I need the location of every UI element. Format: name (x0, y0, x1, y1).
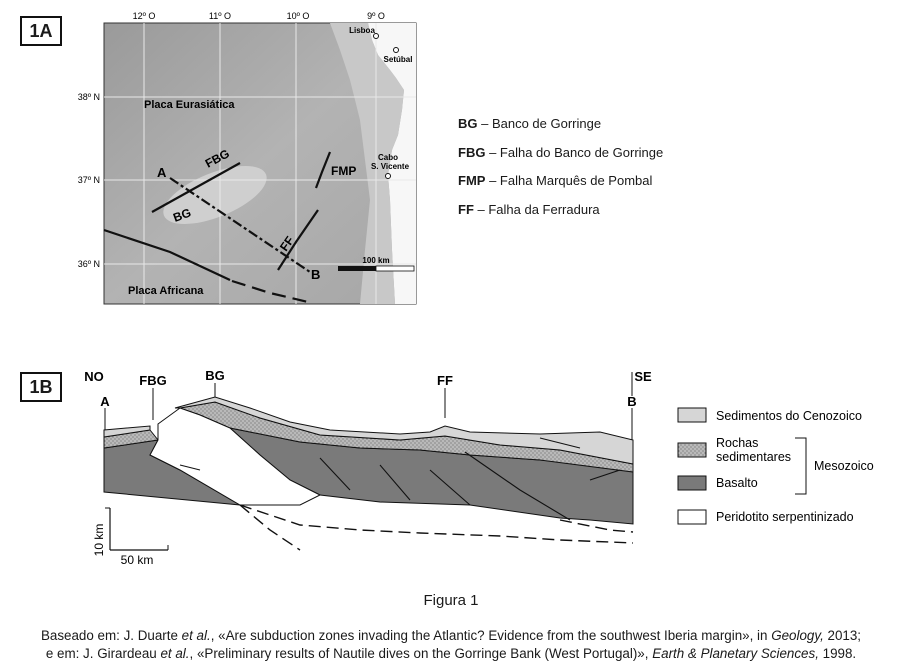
ff-label: FF (277, 234, 297, 254)
plate-africa-label: Placa Africana (128, 285, 204, 297)
section-b-label: B (627, 394, 636, 409)
lon-tick: 11º O (209, 11, 231, 21)
lat-tick: 36º N (78, 259, 100, 269)
legend-a-item: FMP – Falha Marquês de Pombal (458, 173, 653, 188)
legend-label-cenozoico: Sedimentos do Cenozoico (716, 409, 862, 423)
legend-a-item: BG – Banco de Gorringe (458, 116, 602, 131)
section-a-label: A (100, 394, 110, 409)
legend-label-basalto: Basalto (716, 476, 758, 490)
legend-swatch-peridotito (677, 509, 707, 525)
land-mass (368, 23, 416, 304)
point-b-label: B (311, 267, 320, 282)
source-line-1: Baseado em: J. Duarte et al., «Are subdu… (40, 628, 862, 643)
panel-a-map: 12º O 11º O 10º O 9º O 38º N 37º N 36º N… (78, 11, 417, 305)
legend-swatch-rochas (677, 442, 707, 458)
ff-fault (277, 209, 319, 271)
lon-tick: 10º O (287, 11, 310, 21)
cabo-label: S. Vicente (371, 162, 410, 171)
legend-label-mesozoico: Mesozoico (814, 459, 874, 473)
mesozoico-bracket (795, 437, 807, 495)
section-se-label: SE (634, 369, 652, 384)
lon-tick: 12º O (133, 11, 156, 21)
cross-section-diagram: NO A FBG BG FF SE B 10 km 50 km Sediment… (84, 368, 874, 567)
map-grid (104, 23, 416, 304)
section-faults (179, 437, 621, 521)
setubal-marker (393, 47, 399, 53)
map-scale-black (338, 266, 376, 271)
panel-a-tag: 1A (20, 16, 62, 46)
lon-tick: 9º O (367, 11, 385, 21)
peridotite-body (149, 407, 322, 506)
panel-b-tag: 1B (20, 372, 62, 402)
section-ff-label: FF (437, 373, 453, 388)
fbg-fault (151, 162, 241, 213)
horizontal-scale-label: 50 km (121, 553, 154, 567)
cenozoic-layer-left (103, 425, 151, 438)
legend-label-peridotito: Peridotito serpentinizado (716, 510, 854, 524)
continental-shelf (330, 23, 404, 304)
lat-tick: 37º N (78, 175, 100, 185)
deep-thrusts (239, 504, 634, 551)
section-bg-label: BG (205, 368, 225, 383)
legend-swatch-cenozoico (677, 407, 707, 423)
legend-label-rochas: Rochas (716, 436, 758, 450)
legend-swatch-basalto (677, 475, 707, 491)
plate-eurasia-label: Placa Eurasiática (144, 99, 235, 111)
legend-a-item: FF – Falha da Ferradura (458, 202, 600, 217)
section-fbg-label: FBG (139, 373, 166, 388)
fmp-fault (314, 151, 332, 189)
gorringe-bank-area (163, 166, 267, 224)
setubal-label: Setúbal (384, 55, 413, 64)
bg-label: BG (171, 206, 193, 225)
map-scale-white (375, 265, 415, 272)
legend-a-item: FBG – Falha do Banco de Gorringe (458, 145, 664, 160)
legend-label-rochas: sedimentares (716, 450, 791, 464)
point-a-label: A (157, 165, 167, 180)
source-line-2: e em: J. Girardeau et al., «Preliminary … (45, 646, 857, 661)
figure-caption: Figura 1 (423, 592, 479, 609)
cabo-label: Cabo (378, 153, 398, 162)
profile-line-ab (169, 177, 311, 273)
section-no-label: NO (84, 369, 104, 384)
fmp-label: FMP (331, 164, 356, 178)
cabo-marker (385, 173, 391, 179)
lisboa-label: Lisboa (349, 26, 375, 35)
plate-boundary-dashed (231, 279, 313, 305)
fault-lines (103, 151, 332, 305)
map-scale-label: 100 km (362, 256, 389, 265)
lat-tick: 38º N (78, 92, 100, 102)
plate-boundary (103, 228, 231, 281)
lisboa-marker (373, 33, 379, 39)
vertical-scale-label: 10 km (92, 524, 106, 557)
cenozoic-layer-right (174, 396, 634, 465)
